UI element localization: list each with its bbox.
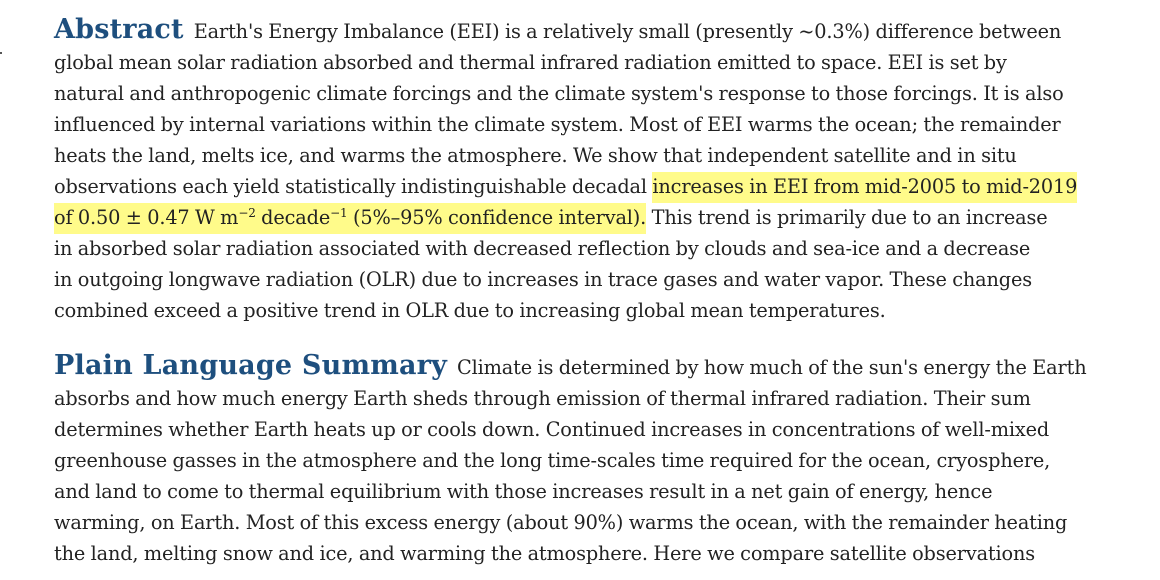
abstract-line: global mean solar radiation absorbed and… (54, 51, 1007, 74)
summary-line: determines whether Earth heats up or coo… (54, 418, 1050, 441)
plain-language-summary-heading: Plain Language Summary (54, 350, 447, 381)
highlighted-text: increases in EEI from mid-2005 to mid-20… (652, 172, 1077, 203)
superscript-exponent: −2 (238, 206, 256, 220)
summary-line: greenhouse gasses in the atmosphere and … (54, 449, 1051, 472)
abstract-line: in outgoing longwave radiation (OLR) due… (54, 268, 1032, 291)
plain-language-summary-paragraph: Plain Language Summary Climate is determi… (54, 350, 1114, 569)
summary-line: the land, melting snow and ice, and warm… (54, 542, 1036, 565)
abstract-paragraph: Abstract Earth's Energy Imbalance (EEI) i… (54, 14, 1114, 326)
abstract-line: Abstract Earth's Energy Imbalance (EEI) i… (54, 14, 1114, 47)
abstract-section: Abstract Earth's Energy Imbalance (EEI) i… (54, 14, 1114, 326)
abstract-line: of 0.50 ± 0.47 W m−2 decade−1 (5%–95% co… (54, 202, 1114, 234)
summary-line: and land to come to thermal equilibrium … (54, 480, 993, 503)
summary-line-text: Climate is determined by how much of the… (457, 356, 1087, 379)
highlighted-interval: (5%–95% confidence interval). (347, 206, 647, 229)
abstract-line: natural and anthropogenic climate forcin… (54, 82, 1064, 105)
abstract-line-text: observations each yield statistically in… (54, 175, 653, 198)
abstract-line-text: Earth's Energy Imbalance (EEI) is a rela… (193, 20, 1062, 43)
highlighted-text: of 0.50 ± 0.47 W m−2 decade−1 (5%–95% co… (54, 203, 646, 234)
abstract-heading: Abstract (54, 14, 184, 45)
abstract-line: in absorbed solar radiation associated w… (54, 237, 1031, 260)
abstract-line: combined exceed a positive trend in OLR … (54, 299, 886, 322)
plain-language-summary-section: Plain Language Summary Climate is determi… (54, 350, 1114, 569)
page-edge-mark (0, 52, 2, 54)
highlighted-value: of 0.50 ± 0.47 W m (54, 206, 239, 229)
abstract-line: heats the land, melts ice, and warms the… (54, 144, 1017, 167)
summary-line: warming, on Earth. Most of this excess e… (54, 511, 1068, 534)
summary-line: Plain Language Summary Climate is determi… (54, 350, 1114, 383)
abstract-line: observations each yield statistically in… (54, 171, 1114, 203)
summary-line: absorbs and how much energy Earth sheds … (54, 387, 1031, 410)
abstract-line: influenced by internal variations within… (54, 113, 1061, 136)
highlighted-unit: decade (255, 206, 331, 229)
abstract-line-text: This trend is primarily due to an increa… (646, 206, 1048, 229)
superscript-exponent: −1 (330, 206, 348, 220)
